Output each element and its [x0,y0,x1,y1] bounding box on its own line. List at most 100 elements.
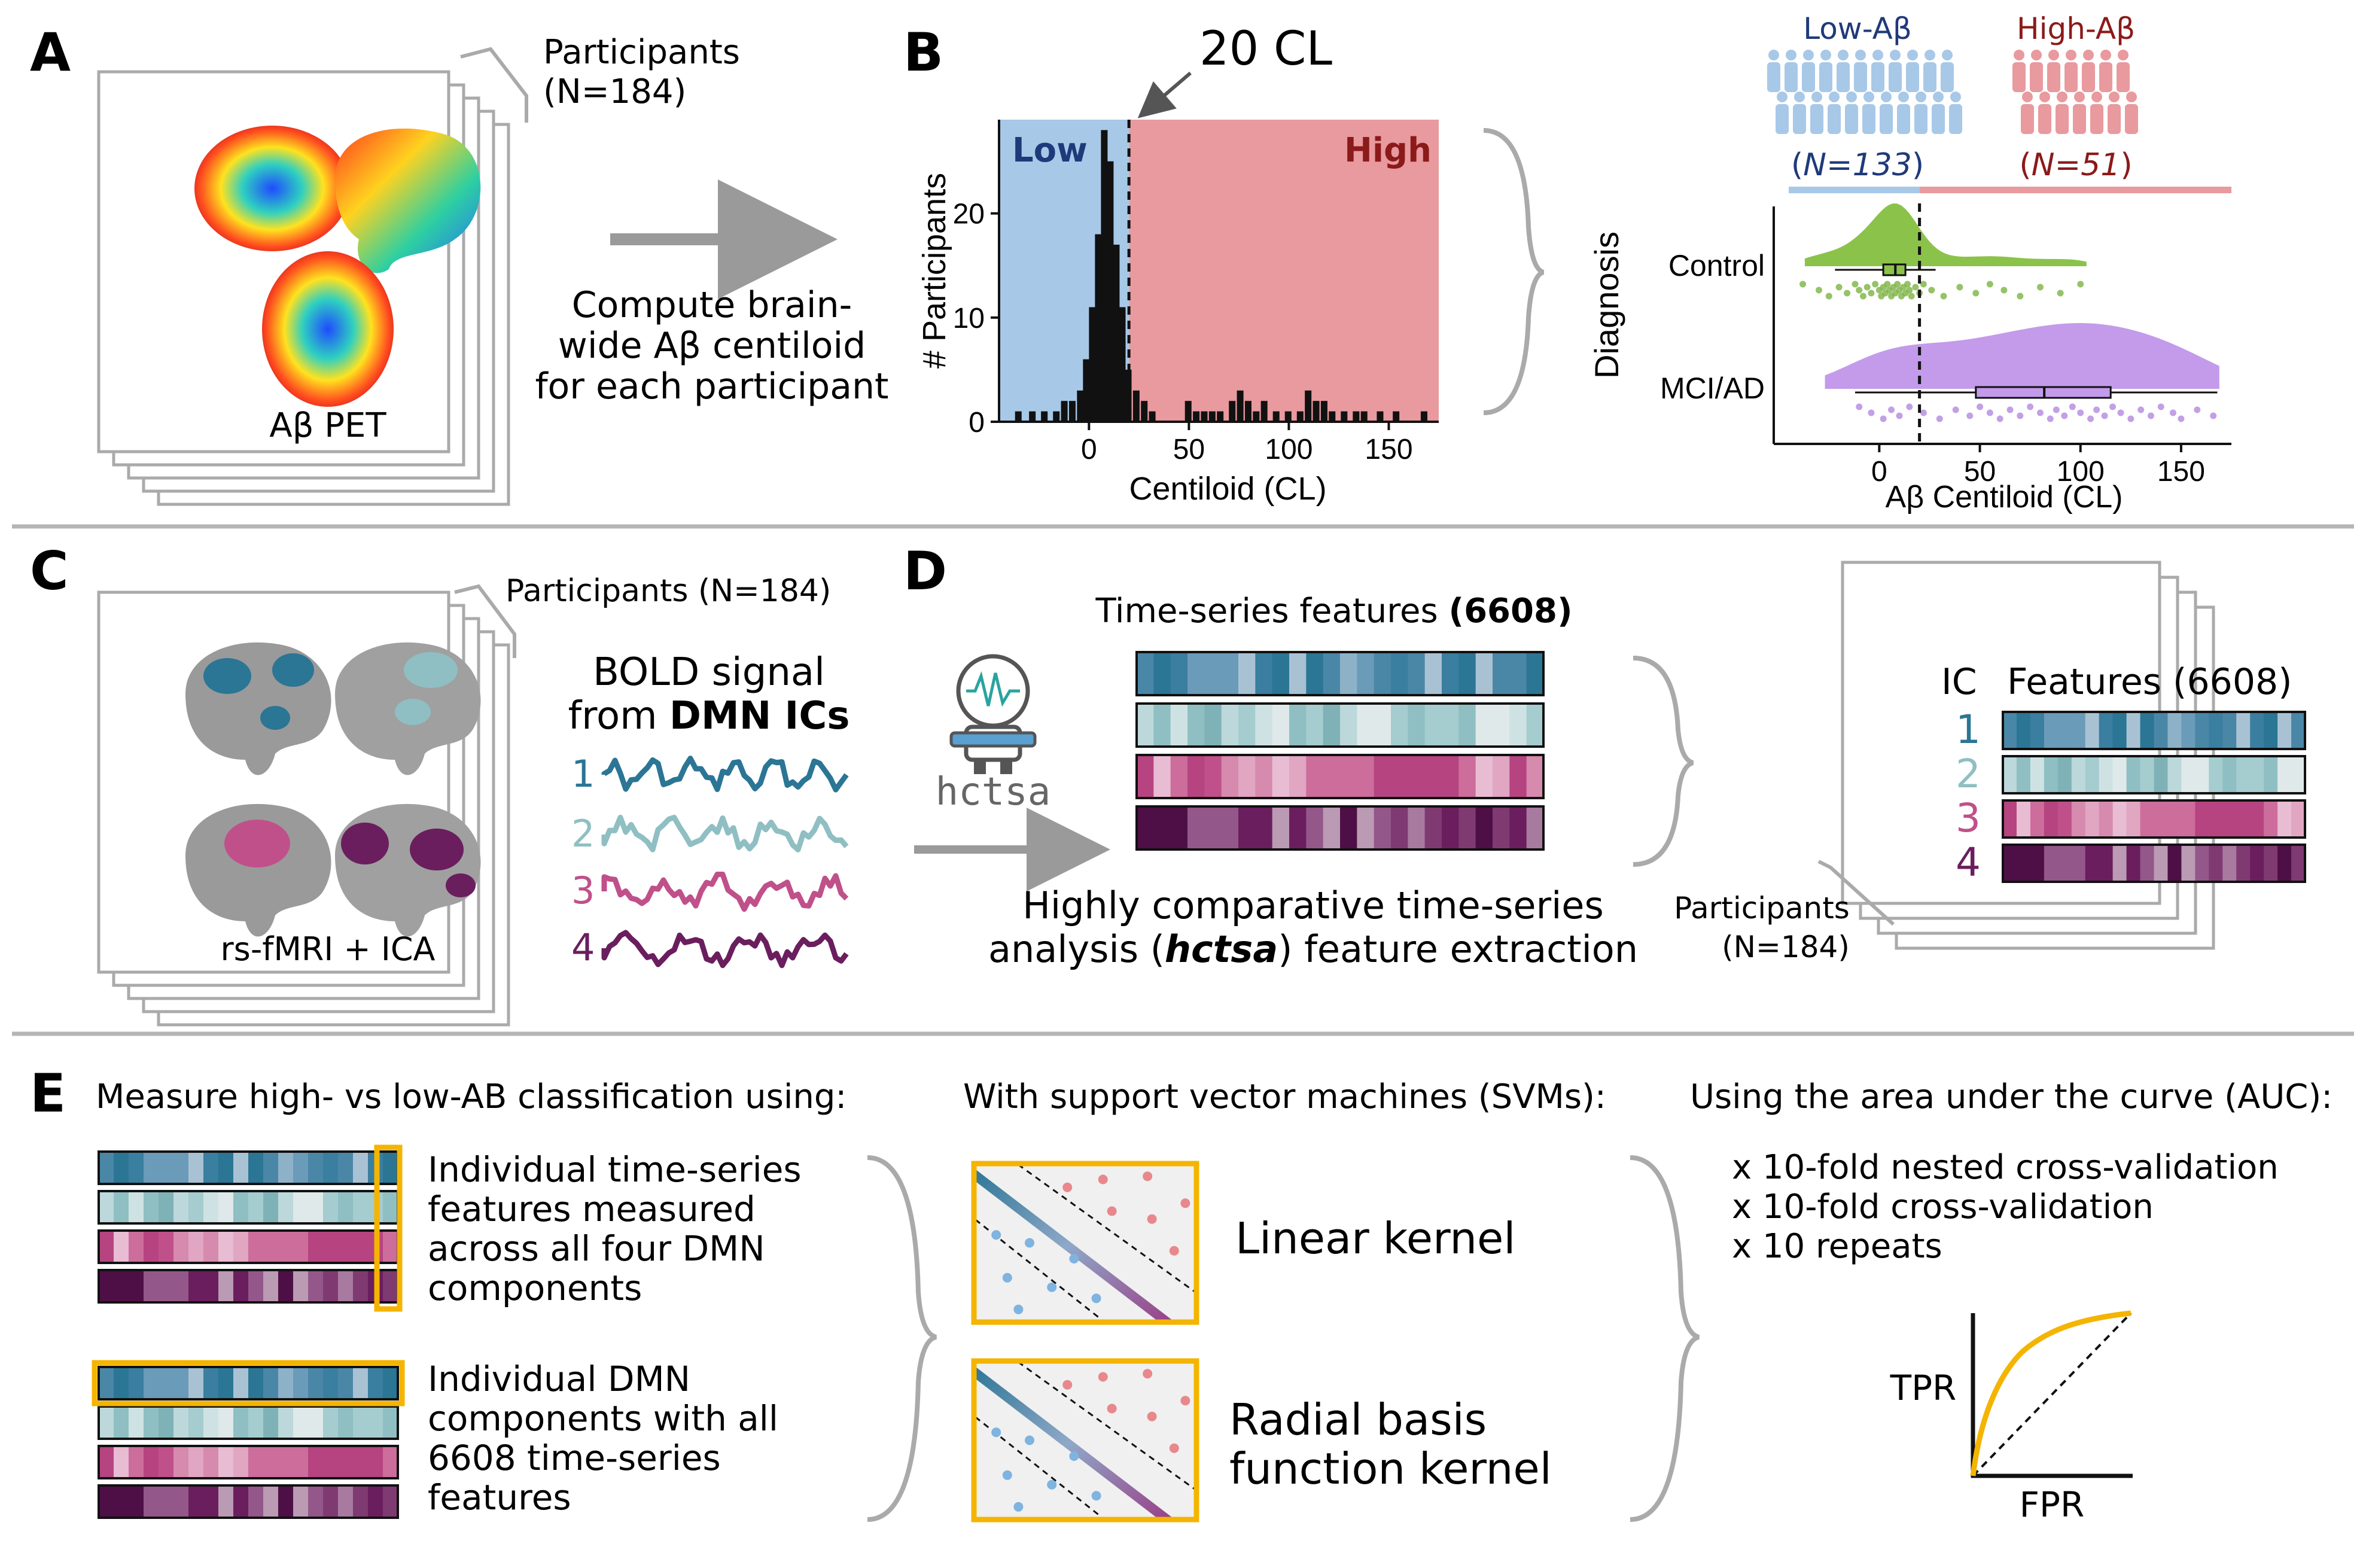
matrix-e2-row-3-cell [233,1446,249,1478]
low-person-body [1862,104,1875,134]
matrix-d-row-1-cell [1408,652,1426,695]
matrix-d-row-4-cell [1526,806,1544,850]
matrix-d-row-2-cell [1153,704,1171,747]
low-person-body [1845,104,1858,134]
matrix-stack-row-2-cell [2003,756,2017,793]
item1-line-3: across all four DMN [428,1228,765,1269]
matrix-d-row-1-cell [1391,652,1408,695]
matrix-stack-row-3-cell [2250,800,2264,838]
low-person-head [1942,50,1953,60]
matrix-e2-row-2-cell [308,1406,324,1439]
data-point [2036,284,2044,291]
matrix-e2-row-1-cell [248,1367,264,1399]
matrix-stack-row-4-cell [2057,845,2072,882]
data-point [1894,281,1901,288]
matrix-e1-row-4-cell [188,1270,204,1302]
x-tick-label: 100 [1265,434,1313,465]
svm-point-low [1069,1451,1079,1461]
svm-margin-lower [974,1217,1106,1322]
svm-margin-lower [974,1414,1106,1520]
data-point [2069,403,2076,410]
low-person-head [1838,50,1849,60]
matrix-d-row-2-cell [1408,704,1426,747]
matrix-d-row-2-cell [1509,704,1527,747]
data-point [1856,403,1863,410]
low-person-body [1785,62,1798,92]
high-person-head [2022,92,2033,102]
svm-point-high [1147,1411,1157,1421]
matrix-stack-row-2-cell [2222,756,2237,793]
matrix-d-row-4-cell [1408,806,1426,850]
x-tick-label: 100 [2057,456,2105,488]
low-person-body [1914,104,1927,134]
svm-point-low [1013,1304,1024,1314]
data-point [1904,281,1911,288]
matrix-stack-row-4-cell [2044,845,2059,882]
data-point [1863,284,1871,291]
panel-c: C rs-fMRI + ICA Participants (N=184) BOL [30,540,849,1027]
matrix-d-row-2-cell [1357,704,1375,747]
matrix-e1-row-1-cell [338,1152,354,1184]
matrix-e1-row-2-cell [353,1191,369,1223]
svm-point-high [1143,1171,1153,1182]
stack-ic-label-2: 2 [1956,751,1981,797]
rbf-kernel-line-2: function kernel [1229,1444,1552,1494]
matrix-e2-row-4-cell [144,1485,159,1518]
low-person-head [1898,92,1909,102]
histogram-bar [1272,411,1280,422]
x-axis-label: Aβ Centiloid (CL) [1886,480,2123,514]
x-tick-label: 150 [2157,456,2205,488]
matrix-d-row-2-cell [1391,704,1408,747]
matrix-d-row-1-cell [1137,652,1154,695]
y-tick-label: 20 [953,199,985,230]
arrow-text-line-2: wide Aβ centiloid [558,325,866,367]
matrix-stack-row-1-border [2002,711,2306,750]
matrix-e1-row-1-cell [293,1152,309,1184]
matrix-stack-row-2-cell [2057,756,2072,793]
hctsa-robot-icon [949,654,1037,774]
data-point [1884,281,1891,288]
high-person-body [2073,104,2086,134]
pet-brain-images [194,126,481,407]
matrix-stack-row-3-cell [2016,800,2031,838]
matrix-e2-row-4-cell [353,1485,369,1518]
matrix-e1-row-2-cell [99,1191,114,1223]
matrix-e2-row-1-cell [159,1367,174,1399]
participants-label-a: Participants [543,33,740,72]
svm-point-high [1169,1246,1179,1256]
matrix-d-row-2-cell [1137,704,1154,747]
matrix-stack-row-1-cell [2099,712,2114,749]
svm-point-high [1062,1380,1073,1390]
matrix-d-row-4-cell [1340,806,1357,850]
matrix-d-row-3-cell [1442,755,1459,798]
matrix-stack-row-2-cell [2250,756,2264,793]
histogram-chart: Low High 0 50 100 150 0 10 20 Centiloid (CL) # Par… [916,120,1439,507]
matrix-d-row-4-cell [1255,806,1273,850]
bold-wave-4 [601,930,849,969]
data-point [1920,281,1927,288]
matrix-stack-row-2-cell [2099,756,2114,793]
data-point [1986,281,1993,288]
matrix-e2-row-2-cell [144,1406,159,1439]
matrix-stack-row-3-cell [2236,800,2251,838]
matrix-e2-row-3-cell [129,1446,144,1478]
low-person-head [1925,50,1935,60]
low-person-body [1871,62,1884,92]
matrix-stack-row-2-cell [2126,756,2141,793]
matrix-stack-row-1-cell [2277,712,2292,749]
matrix-e2-row-3-cell [248,1446,264,1478]
svm-point-low [1025,1435,1034,1445]
data-point [1799,281,1807,288]
matrix-e2-row-4-cell [248,1485,264,1518]
panel-b: B 20 CL Low High 0 50 100 150 0 10 20 Centiloid (… [903,11,2231,514]
matrix-e1-row-4-cell [338,1270,354,1302]
matrix-e2-row-2-cell [368,1406,383,1439]
matrix-stack-row-1-cell [2126,712,2141,749]
high-person-head [2109,92,2120,102]
matrix-e1-row-1-cell [99,1152,114,1184]
matrix-e2-row-3-cell [159,1446,174,1478]
matrix-stack-row-4-cell [2236,845,2251,882]
low-person-body [1897,104,1910,134]
matrix-stack-row-2-cell [2209,756,2223,793]
